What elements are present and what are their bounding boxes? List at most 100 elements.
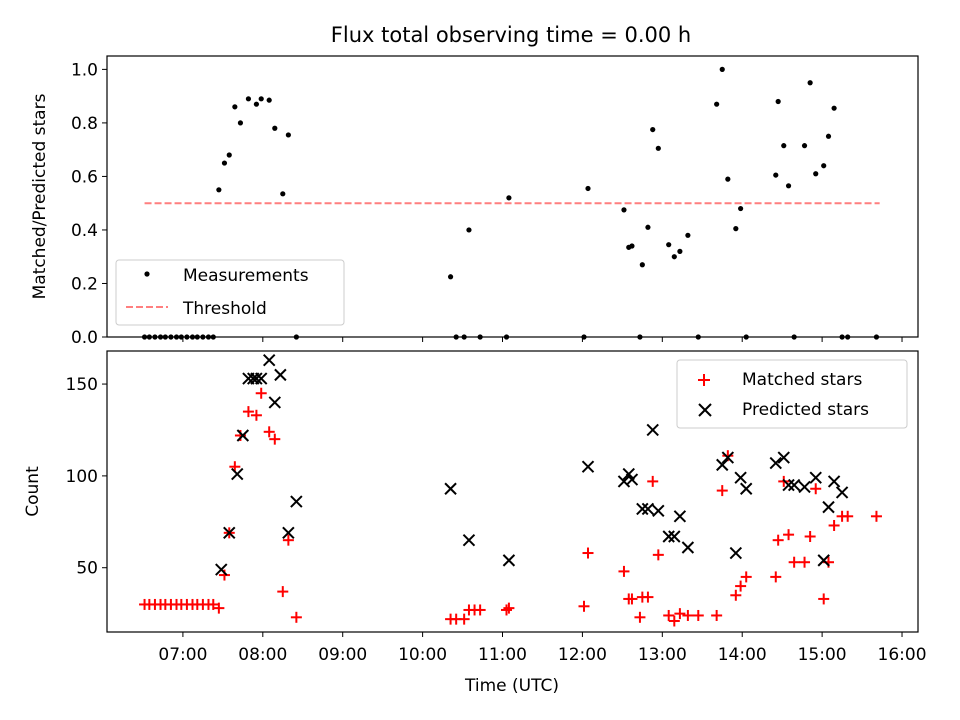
predicted-star-point [721,451,735,464]
measurement-point [650,126,656,133]
predicted-star-point [652,504,665,517]
measurement-point [671,254,677,260]
legend-predicted-marker [698,403,712,417]
measurement-point [280,191,286,197]
matched-star-point [290,611,302,623]
measurement-point [639,262,645,268]
matched-star-point [250,409,262,421]
matched-star-point [269,433,281,445]
predicted-star-point [662,530,675,543]
measurement-point [785,183,792,189]
bottom-x-axis-label: Time (UTC) [464,676,559,696]
matched-star-point [682,609,694,621]
predicted-star-point [636,502,649,516]
measurement-point [466,227,472,233]
measurement-point [629,243,635,249]
predicted-star-point [282,526,295,540]
matched-star-point [207,598,219,610]
matched-star-point [501,604,513,616]
top-legend: Measurements Threshold [115,259,345,326]
predicted-star-point [769,456,782,470]
legend-matched-marker [698,374,710,386]
measurement-point [221,160,228,166]
matched-star-point [578,600,590,612]
bottom-legend: Matched stars Predicted stars [676,359,908,429]
matched-star-point [255,387,267,399]
matched-star-point [810,483,822,495]
bottom-x-tick-label: 15:00 [798,645,847,665]
predicted-star-point [255,372,268,385]
matched-star-point [770,571,782,583]
measurement-point [226,152,232,158]
measurement-point [585,185,591,192]
matched-star-point [722,450,734,462]
bottom-x-tick-label: 13:00 [638,645,687,665]
matched-star-point [711,609,723,621]
bottom-x-tick-label: 07:00 [158,645,207,665]
matched-star-point [263,426,275,438]
matched-star-point [772,534,784,546]
matched-star-point [642,591,654,603]
predicted-star-point [625,473,639,486]
matched-star-point [626,593,638,605]
matched-star-point [474,604,486,616]
bottom-y-tick-label: 50 [76,559,98,579]
matched-star-point [282,534,294,546]
top-y-tick-label: 0.4 [71,221,98,241]
matched-star-point [458,613,470,625]
predicted-star-point [835,486,849,499]
matched-star-point [870,510,882,522]
predicted-star-point [250,372,263,385]
bottom-x-tick-label: 11:00 [478,645,527,665]
top-y-tick-label: 0.0 [71,328,98,348]
predicted-star-point [236,429,250,442]
measurement-point [807,80,813,86]
measurement-point [655,145,661,151]
measurement-point [666,242,672,248]
measurement-point [285,132,291,138]
legend-predicted-label: Predicted stars [742,400,869,420]
bottom-x-tick-label: 12:00 [558,645,607,665]
bottom-x-tick-label: 10:00 [398,645,447,665]
matched-star-point [799,556,811,568]
matched-star-point [735,580,747,592]
predicted-star-point [740,482,753,495]
matched-star-point [674,608,686,620]
predicted-star-point [827,475,841,488]
predicted-star-point [223,526,236,540]
top-y-axis-label: Matched/Predicted stars [30,93,50,299]
measurement-point [685,232,691,238]
measurement-point [645,224,651,230]
matched-star-point [277,586,289,598]
bottom-panel: 50 100 150 07:00 08:00 09:00 10:00 11:00 12:00 1… [23,350,927,696]
top-panel: 0.0 0.2 0.4 0.6 0.8 1.0 Matched/Predicted sta… [30,55,919,348]
bottom-x-tick-label: 14:00 [718,645,767,665]
matched-star-point [582,547,594,559]
measurement-point [253,101,260,107]
matched-star-point [668,615,680,627]
top-y-tick-label: 0.2 [71,274,98,294]
predicted-star-point [444,482,457,495]
bottom-axes-frame [106,350,919,633]
predicted-star-point [274,368,287,382]
matched-star-point [618,565,630,577]
matched-star-point [818,593,830,605]
measurement-point [677,248,683,254]
measurement-point [831,105,837,111]
legend-threshold-label: Threshold [182,299,267,319]
bottom-x-tick-label: 08:00 [238,645,287,665]
matched-star-point [692,609,704,621]
matched-star-point [804,530,816,542]
measurement-point [621,207,627,213]
predicted-star-point [734,471,747,484]
measurement-point [738,205,744,212]
measurement-point [216,187,222,193]
bottom-y-tick-label: 150 [66,375,98,395]
bottom-x-tick-label: 16:00 [878,645,927,665]
predicted-star-point [822,500,835,514]
matched-star-point [783,529,795,541]
measurement-point [232,104,238,110]
bottom-x-tick-label: 09:00 [318,645,367,665]
measurement-point [773,172,779,178]
